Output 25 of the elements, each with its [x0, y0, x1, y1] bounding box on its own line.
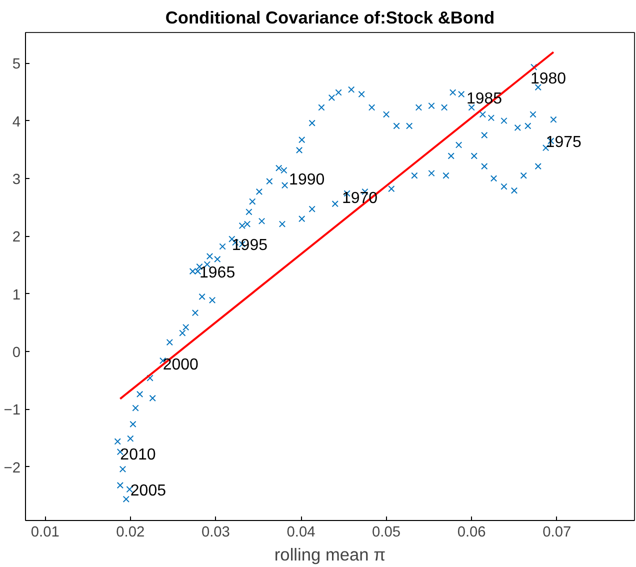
x-tick-label: 0.03 [201, 524, 230, 540]
y-tick-label: −1 [4, 402, 21, 419]
x-tick-label: 0.01 [30, 524, 60, 540]
annotation: 1995 [232, 237, 268, 254]
y-tick-label: 0 [12, 344, 21, 361]
y-tick-label: 3 [12, 172, 21, 188]
chart-title: Conditional Covariance of:Stock &Bond [165, 8, 495, 28]
annotation: 1965 [200, 264, 236, 282]
x-tick-label: 0.04 [286, 524, 316, 540]
annotation: 2010 [120, 446, 156, 464]
x-tick-label: 0.06 [457, 524, 486, 540]
annotation: 1980 [530, 70, 566, 88]
y-tick-label: 4 [12, 114, 21, 130]
annotation: 1990 [289, 171, 325, 188]
y-tick-label: −2 [4, 460, 21, 476]
y-tick-label: 5 [12, 56, 21, 73]
annotation: 2000 [162, 356, 199, 374]
x-tick-label: 0.05 [372, 524, 401, 540]
y-tick-label: 2 [12, 230, 21, 246]
annotation: 2005 [130, 482, 166, 500]
annotation: 1975 [546, 134, 582, 151]
y-tick-label: 1 [12, 287, 21, 304]
x-tick-label: 0.02 [116, 524, 145, 540]
x-tick-label: 0.07 [542, 524, 572, 540]
x-axis-title: rolling mean π [274, 544, 386, 564]
